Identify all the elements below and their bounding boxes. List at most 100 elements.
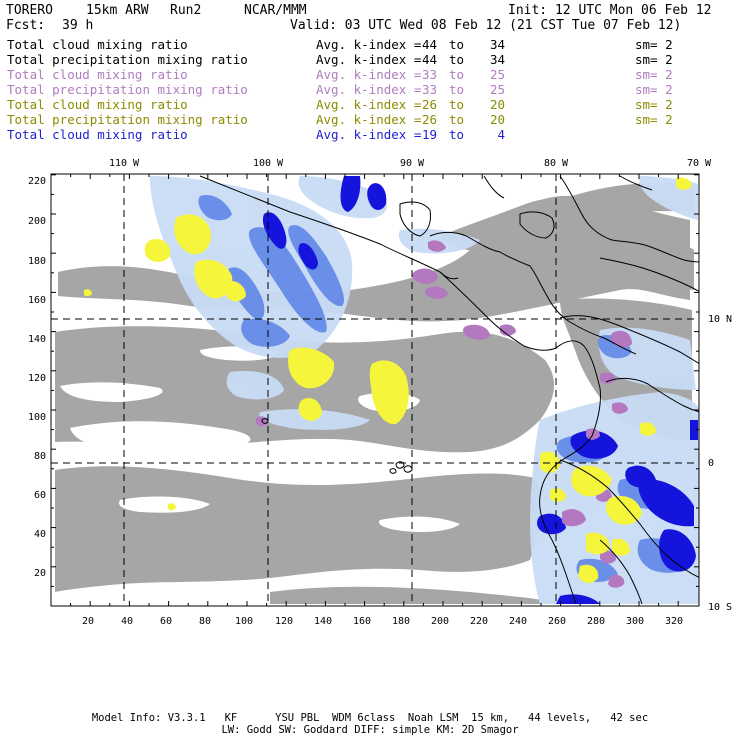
legend-row: Total precipitation mixing ratio Avg. k-… bbox=[7, 82, 727, 97]
grid-x-label: 200 bbox=[431, 616, 449, 627]
fcst-label: Fcst: bbox=[6, 18, 46, 33]
dark-blue-cloud-field bbox=[262, 176, 698, 604]
fcst-value: 39 h bbox=[62, 18, 94, 33]
run-label: Run2 bbox=[170, 3, 202, 18]
grid-y-label: 120 bbox=[28, 373, 46, 384]
legend-smoothing: sm= 2 bbox=[635, 97, 673, 112]
legend-k-start: 44 bbox=[421, 52, 437, 67]
grid-x-label: 320 bbox=[665, 616, 683, 627]
grid-y-label: 40 bbox=[34, 529, 46, 540]
legend-avg-label: Avg. k-index = bbox=[316, 127, 422, 142]
legend-to: to bbox=[449, 127, 465, 142]
legend-smoothing: sm= 2 bbox=[635, 37, 673, 52]
legend-k-start: 19 bbox=[421, 127, 437, 142]
legend-row: Total cloud mixing ratio Avg. k-index = … bbox=[7, 67, 727, 82]
legend-smoothing: sm= 2 bbox=[635, 82, 673, 97]
lon-label: 110 W bbox=[109, 158, 140, 169]
legend-field-name: Total precipitation mixing ratio bbox=[7, 112, 248, 127]
legend-avg-label: Avg. k-index = bbox=[316, 112, 422, 127]
longitude-labels: 110 W 100 W 90 W 80 W 70 W bbox=[109, 158, 712, 169]
grid-x-label: 80 bbox=[199, 616, 211, 627]
grid-x-label: 260 bbox=[548, 616, 566, 627]
grid-x-label: 300 bbox=[626, 616, 644, 627]
latitude-labels: 10 N 0 10 S bbox=[708, 314, 732, 613]
grid-x-label: 140 bbox=[314, 616, 332, 627]
legend-row: Total precipitation mixing ratio Avg. k-… bbox=[7, 52, 727, 67]
legend-k-start: 26 bbox=[421, 97, 437, 112]
lon-label: 100 W bbox=[253, 158, 284, 169]
legend-to: to bbox=[449, 112, 465, 127]
valid-time: Valid: 03 UTC Wed 08 Feb 12 (21 CST Tue … bbox=[290, 18, 682, 33]
legend-row: Total cloud mixing ratio Avg. k-index = … bbox=[7, 127, 727, 142]
legend-field-name: Total cloud mixing ratio bbox=[7, 127, 188, 142]
grid-x-label: 160 bbox=[353, 616, 371, 627]
legend-avg-label: Avg. k-index = bbox=[316, 37, 422, 52]
grid-y-label: 20 bbox=[34, 568, 46, 579]
model-info-line: Model Info: V3.3.1 KF YSU PBL WDM 6class… bbox=[91, 712, 649, 724]
legend-field-name: Total cloud mixing ratio bbox=[7, 67, 188, 82]
grid-y-label: 180 bbox=[28, 256, 46, 267]
legend-k-start: 33 bbox=[421, 82, 437, 97]
legend-smoothing: sm= 2 bbox=[635, 52, 673, 67]
lon-label: 90 W bbox=[400, 158, 425, 169]
legend-k-start: 33 bbox=[421, 67, 437, 82]
grid-x-label: 220 bbox=[470, 616, 488, 627]
grid-x-label: 180 bbox=[392, 616, 410, 627]
map-fields bbox=[55, 176, 699, 604]
legend-avg-label: Avg. k-index = bbox=[316, 67, 422, 82]
legend-k-start: 44 bbox=[421, 37, 437, 52]
grid-x-label: 40 bbox=[121, 616, 133, 627]
legend-to: to bbox=[449, 37, 465, 52]
grid-x-label: 120 bbox=[275, 616, 293, 627]
init-time: Init: 12 UTC Mon 06 Feb 12 bbox=[508, 3, 712, 18]
physics-info-line: LW: Godd SW: Goddard DIFF: simple KM: 2D… bbox=[221, 724, 519, 736]
grid-y-label: 140 bbox=[28, 334, 46, 345]
legend-k-start: 26 bbox=[421, 112, 437, 127]
lon-label: 70 W bbox=[687, 158, 712, 169]
grid-y-label: 220 bbox=[28, 176, 46, 187]
yellow-cloud-field bbox=[84, 177, 692, 584]
grid-x-label: 20 bbox=[82, 616, 94, 627]
legend-row: Total precipitation mixing ratio Avg. k-… bbox=[7, 112, 727, 127]
lat-label: 10 S bbox=[708, 602, 732, 613]
coastlines bbox=[199, 175, 699, 605]
axis-ticks bbox=[50, 174, 699, 607]
graticule bbox=[51, 174, 699, 606]
grid-y-label: 200 bbox=[28, 216, 46, 227]
model-resolution: 15km ARW bbox=[86, 3, 149, 18]
legend-k-end: 4 bbox=[497, 127, 505, 142]
legend-to: to bbox=[449, 82, 465, 97]
legend-field-name: Total cloud mixing ratio bbox=[7, 37, 188, 52]
grid-x-label: 60 bbox=[160, 616, 172, 627]
legend-k-end: 25 bbox=[489, 67, 505, 82]
legend-to: to bbox=[449, 97, 465, 112]
lat-label: 0 bbox=[708, 458, 714, 469]
center-label: NCAR/MMM bbox=[244, 3, 307, 18]
grid-y-label: 60 bbox=[34, 490, 46, 501]
grid-x-label: 280 bbox=[587, 616, 605, 627]
legend-k-end: 20 bbox=[489, 97, 505, 112]
legend-avg-label: Avg. k-index = bbox=[316, 52, 422, 67]
grid-x-labels: 20 40 60 80 100 120 140 160 180 200 220 … bbox=[82, 616, 683, 627]
legend-field-name: Total precipitation mixing ratio bbox=[7, 82, 248, 97]
grid-y-label: 160 bbox=[28, 295, 46, 306]
legend-k-end: 25 bbox=[489, 82, 505, 97]
model-name: TORERO bbox=[6, 3, 53, 18]
lat-label: 10 N bbox=[708, 314, 732, 325]
legend-row: Total cloud mixing ratio Avg. k-index = … bbox=[7, 37, 727, 52]
legend-k-end: 34 bbox=[489, 37, 505, 52]
legend-to: to bbox=[449, 67, 465, 82]
legend-smoothing: sm= 2 bbox=[635, 112, 673, 127]
legend-row: Total cloud mixing ratio Avg. k-index = … bbox=[7, 97, 727, 112]
grid-y-labels: 220 200 180 160 140 120 100 80 60 40 20 bbox=[28, 176, 46, 579]
grid-x-label: 240 bbox=[509, 616, 527, 627]
legend-avg-label: Avg. k-index = bbox=[316, 97, 422, 112]
grid-y-label: 80 bbox=[34, 451, 46, 462]
legend-avg-label: Avg. k-index = bbox=[316, 82, 422, 97]
legend-field-name: Total cloud mixing ratio bbox=[7, 97, 188, 112]
grid-x-label: 100 bbox=[235, 616, 253, 627]
legend-field-name: Total precipitation mixing ratio bbox=[7, 52, 248, 67]
legend-to: to bbox=[449, 52, 465, 67]
grid-y-label: 100 bbox=[28, 412, 46, 423]
